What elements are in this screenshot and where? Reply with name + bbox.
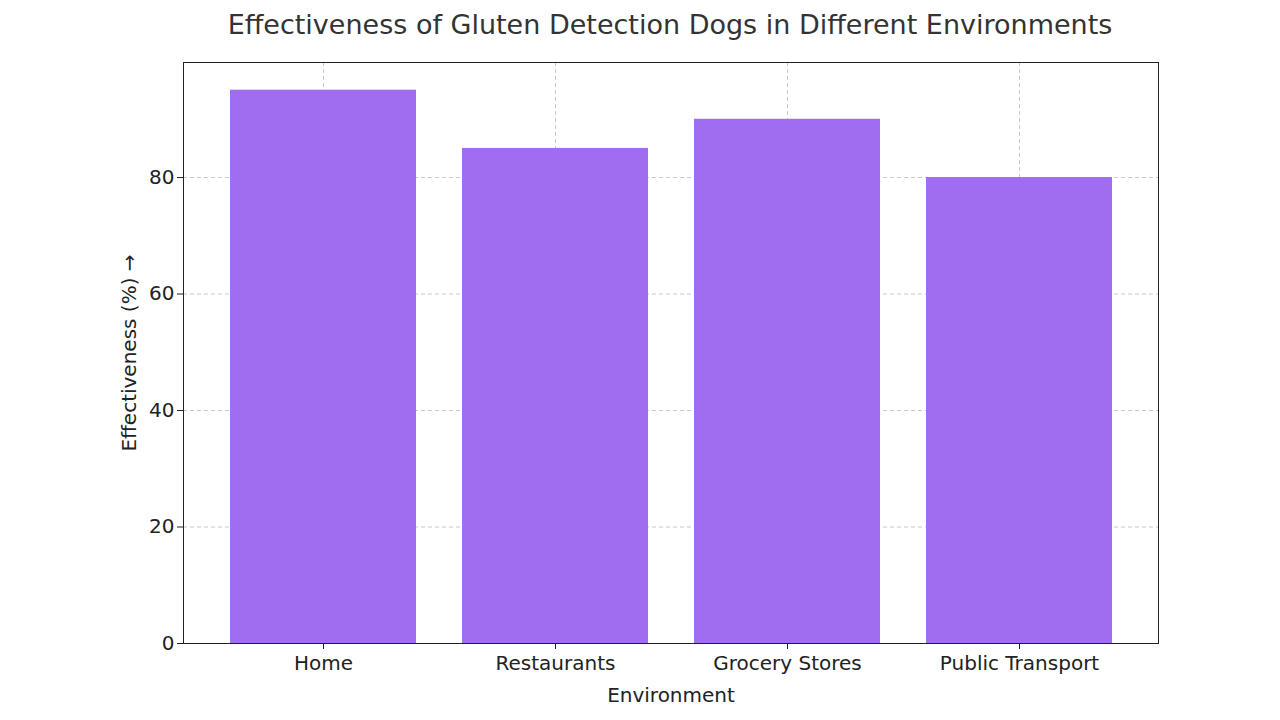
svg-text:80: 80 (149, 165, 174, 189)
svg-text:Environment: Environment (607, 683, 735, 707)
svg-text:Home: Home (294, 651, 353, 675)
svg-text:40: 40 (149, 398, 174, 422)
svg-text:Public Transport: Public Transport (940, 651, 1100, 675)
svg-text:Effectiveness (%) →: Effectiveness (%) → (117, 254, 141, 451)
html-text:Effectiveness of Gluten Detect: Effectiveness of Gluten Detection Dogs i… (227, 9, 1113, 40)
svg-text:0: 0 (162, 631, 175, 655)
svg-text:60: 60 (149, 281, 174, 305)
svg-text:Restaurants: Restaurants (496, 651, 616, 675)
svg-text:Grocery Stores: Grocery Stores (713, 651, 862, 675)
svg-text:20: 20 (149, 514, 174, 538)
